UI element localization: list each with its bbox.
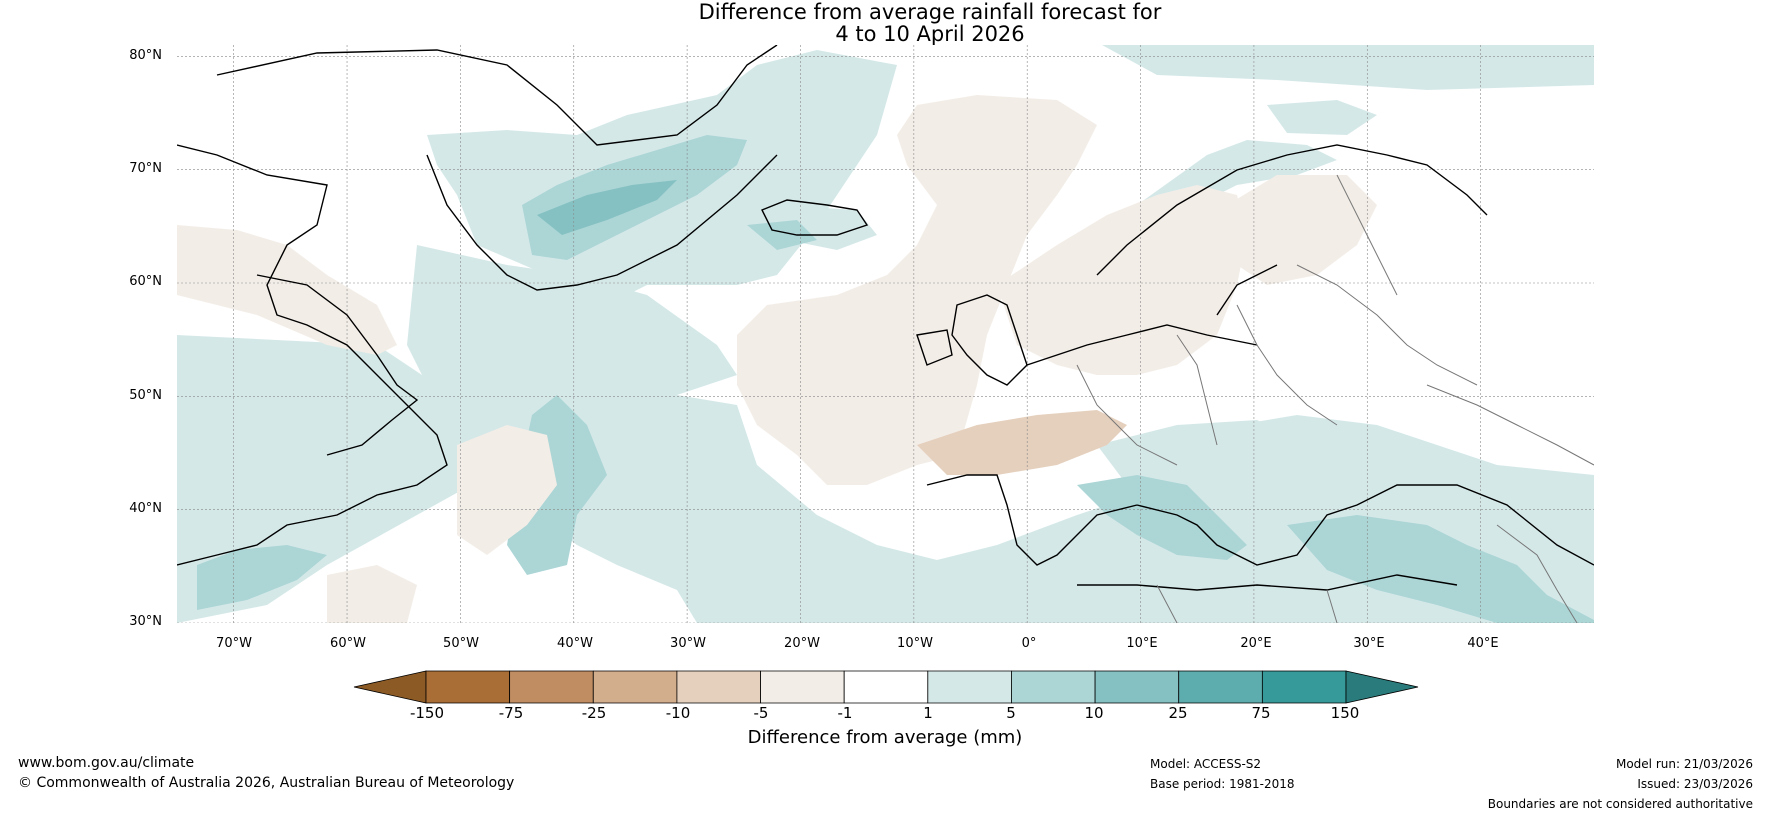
anomaly-region — [1287, 515, 1594, 623]
lon-label-70w: 70°W — [216, 636, 252, 651]
lat-label-80n: 80°N — [129, 48, 162, 63]
greenland-coast — [216, 45, 778, 291]
border — [1426, 384, 1594, 466]
anomaly-region — [1102, 45, 1594, 90]
lat-label-40n: 40°N — [129, 501, 162, 516]
iberia-coast — [926, 474, 1138, 566]
colorbar-tick: 1 — [923, 704, 933, 722]
colorbar-segment — [592, 670, 678, 704]
colorbar-label: Difference from average (mm) — [747, 727, 1023, 748]
colorbar-extend-high — [1345, 670, 1419, 704]
colorbar — [353, 670, 1419, 704]
colorbar-tick: -25 — [581, 704, 607, 722]
border — [1176, 334, 1218, 446]
colorbar-segment — [509, 670, 594, 704]
colorbar-tick: -150 — [409, 704, 445, 722]
colorbar-tick: 25 — [1168, 704, 1188, 722]
border — [1076, 364, 1178, 466]
anomaly-region — [537, 180, 677, 235]
lon-label-30e: 30°E — [1353, 636, 1385, 651]
lon-label-0: 0° — [1021, 636, 1037, 651]
lon-label-40w: 40°W — [557, 636, 593, 651]
border — [1296, 264, 1478, 386]
boundaries-disclaimer: Boundaries are not considered authoritat… — [1487, 797, 1753, 811]
colorbar-segment — [1094, 670, 1180, 704]
country-borders — [1076, 174, 1594, 623]
colorbar-segment — [425, 670, 511, 704]
lat-label-30n: 30°N — [129, 614, 162, 629]
rainfall-anomaly-map — [177, 45, 1594, 623]
colorbar-tick: -5 — [753, 704, 769, 722]
map-title-line2: 4 to 10 April 2026 — [835, 22, 1025, 46]
colorbar-tick: -1 — [837, 704, 853, 722]
anomaly-region — [177, 225, 397, 355]
lon-label-10w: 10°W — [897, 636, 933, 651]
colorbar-segment — [676, 670, 761, 704]
colorbar-segment — [1011, 670, 1096, 704]
scandinavia-coast — [1096, 144, 1488, 316]
colorbar-tick: 150 — [1330, 704, 1360, 722]
lon-label-20w: 20°W — [784, 636, 820, 651]
base-period: Base period: 1981-2018 — [1150, 777, 1295, 791]
border — [1496, 524, 1578, 623]
europe-north-coast — [1026, 324, 1258, 366]
colorbar-segment — [927, 670, 1012, 704]
anomaly-region — [737, 95, 1097, 485]
colorbar-tick: 10 — [1084, 704, 1104, 722]
anomaly-region — [1087, 140, 1337, 265]
colorbar-tick: -75 — [498, 704, 524, 722]
colorbar-segments — [353, 670, 1419, 704]
border — [1156, 584, 1338, 623]
colorbar-tick: -10 — [665, 704, 691, 722]
anomaly-region — [327, 565, 417, 623]
graticule — [177, 45, 1594, 623]
lon-label-40e: 40°E — [1467, 636, 1499, 651]
anomaly-region — [1077, 475, 1247, 560]
lon-label-60w: 60°W — [330, 636, 366, 651]
mediterranean-coast — [1077, 484, 1594, 591]
model-name: Model: ACCESS-S2 — [1150, 757, 1262, 771]
lon-label-30w: 30°W — [670, 636, 706, 651]
border — [1236, 304, 1338, 426]
lat-label-70n: 70°N — [129, 161, 162, 176]
north-america-coast — [177, 144, 448, 566]
lon-label-20e: 20°E — [1240, 636, 1272, 651]
anomaly-region — [997, 185, 1247, 375]
colorbar-segment — [1178, 670, 1263, 704]
colorbar-segment — [1261, 670, 1347, 704]
iceland-coast — [761, 199, 869, 236]
colorbar-tick: 5 — [1006, 704, 1016, 722]
colorbar-segment — [760, 670, 845, 704]
lat-label-50n: 50°N — [129, 388, 162, 403]
model-run-date: Model run: 21/03/2026 — [1615, 757, 1753, 771]
lon-label-50w: 50°W — [443, 636, 479, 651]
lat-label-60n: 60°N — [129, 274, 162, 289]
lon-label-10e: 10°E — [1126, 636, 1158, 651]
labrador-coast — [256, 274, 419, 456]
coastlines — [177, 45, 1594, 591]
anomaly-region — [1097, 420, 1337, 525]
issued-date: Issued: 23/03/2026 — [1637, 777, 1753, 791]
british-isles-coast — [916, 294, 1028, 386]
website-link[interactable]: www.bom.gov.au/climate — [18, 755, 195, 771]
colorbar-segment — [843, 670, 929, 704]
anomaly-region — [197, 545, 327, 610]
anomaly-region — [1227, 175, 1377, 285]
map-canvas — [177, 45, 1594, 623]
anomaly-layer-tan — [917, 410, 1127, 475]
anomaly-region — [917, 410, 1127, 475]
anomaly-region — [747, 220, 817, 250]
colorbar-extend-low — [353, 670, 427, 704]
anomaly-region — [457, 425, 557, 555]
border — [1336, 174, 1398, 296]
anomaly-layer-light-brown — [177, 95, 1377, 623]
copyright-text: © Commonwealth of Australia 2026, Austra… — [18, 775, 515, 791]
colorbar-tick: 75 — [1251, 704, 1271, 722]
map-title-line1: Difference from average rainfall forecas… — [698, 0, 1162, 24]
anomaly-region — [1267, 100, 1377, 135]
